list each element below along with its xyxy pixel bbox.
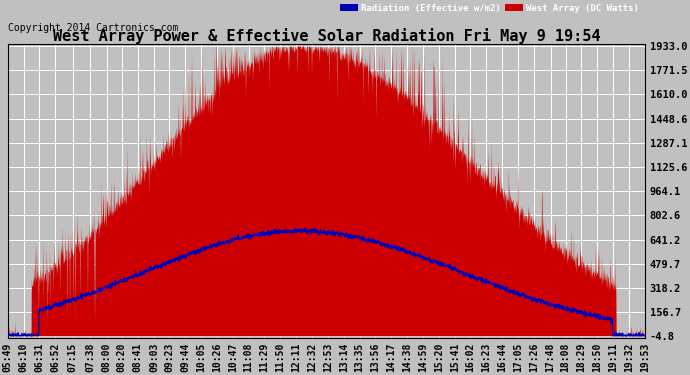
Legend: Radiation (Effective w/m2), West Array (DC Watts): Radiation (Effective w/m2), West Array (… <box>338 2 640 15</box>
Text: Copyright 2014 Cartronics.com: Copyright 2014 Cartronics.com <box>8 23 178 33</box>
Title: West Array Power & Effective Solar Radiation Fri May 9 19:54: West Array Power & Effective Solar Radia… <box>52 28 600 45</box>
